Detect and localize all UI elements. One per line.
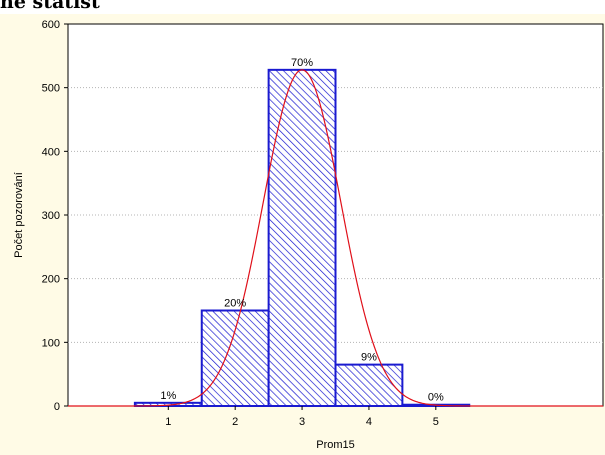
x-tick-label: 2	[232, 416, 238, 428]
y-tick-label: 200	[42, 274, 60, 286]
axes	[64, 23, 437, 410]
y-tick-label: 400	[42, 146, 60, 158]
x-tick-label: 4	[366, 416, 372, 428]
bar-4	[334, 363, 404, 408]
bar-percent-label: 1%	[160, 390, 176, 402]
histogram-chart: 0 100 200 300 400 500 600 1 1% 2 20% 3 70% 4 9% 5 0% Prom…	[13, 19, 604, 451]
y-tick-label: 300	[42, 210, 60, 222]
bars	[133, 68, 471, 408]
bar-percent-label: 70%	[291, 57, 313, 69]
labels: 0 100 200 300 400 500 600 1 1% 2 20% 3 70% 4 9% 5 0% Prom…	[13, 19, 444, 451]
x-tick-label: 1	[165, 416, 171, 428]
x-tick-label: 3	[299, 416, 305, 428]
bar-percent-label: 0%	[428, 392, 444, 404]
y-tick-label: 600	[42, 19, 60, 31]
chart-area: 0 100 200 300 400 500 600 1 1% 2 20% 3 70% 4 9% 5 0% Prom…	[0, 14, 605, 455]
normal-fit-curve	[68, 69, 603, 407]
page-title-fragment: ne statist	[0, 0, 100, 13]
bar-3	[267, 68, 337, 408]
y-tick-label: 100	[42, 337, 60, 349]
x-axis-title: Prom15	[316, 439, 355, 451]
y-tick-label: 500	[42, 83, 60, 95]
bar-percent-label: 20%	[224, 298, 246, 310]
bar-percent-label: 9%	[361, 352, 377, 364]
y-axis-title: Počet pozorování	[13, 172, 25, 258]
y-tick-label: 0	[54, 401, 60, 413]
fit-curve-group	[68, 69, 603, 407]
bar-2	[200, 309, 270, 407]
x-tick-label: 5	[433, 416, 439, 428]
